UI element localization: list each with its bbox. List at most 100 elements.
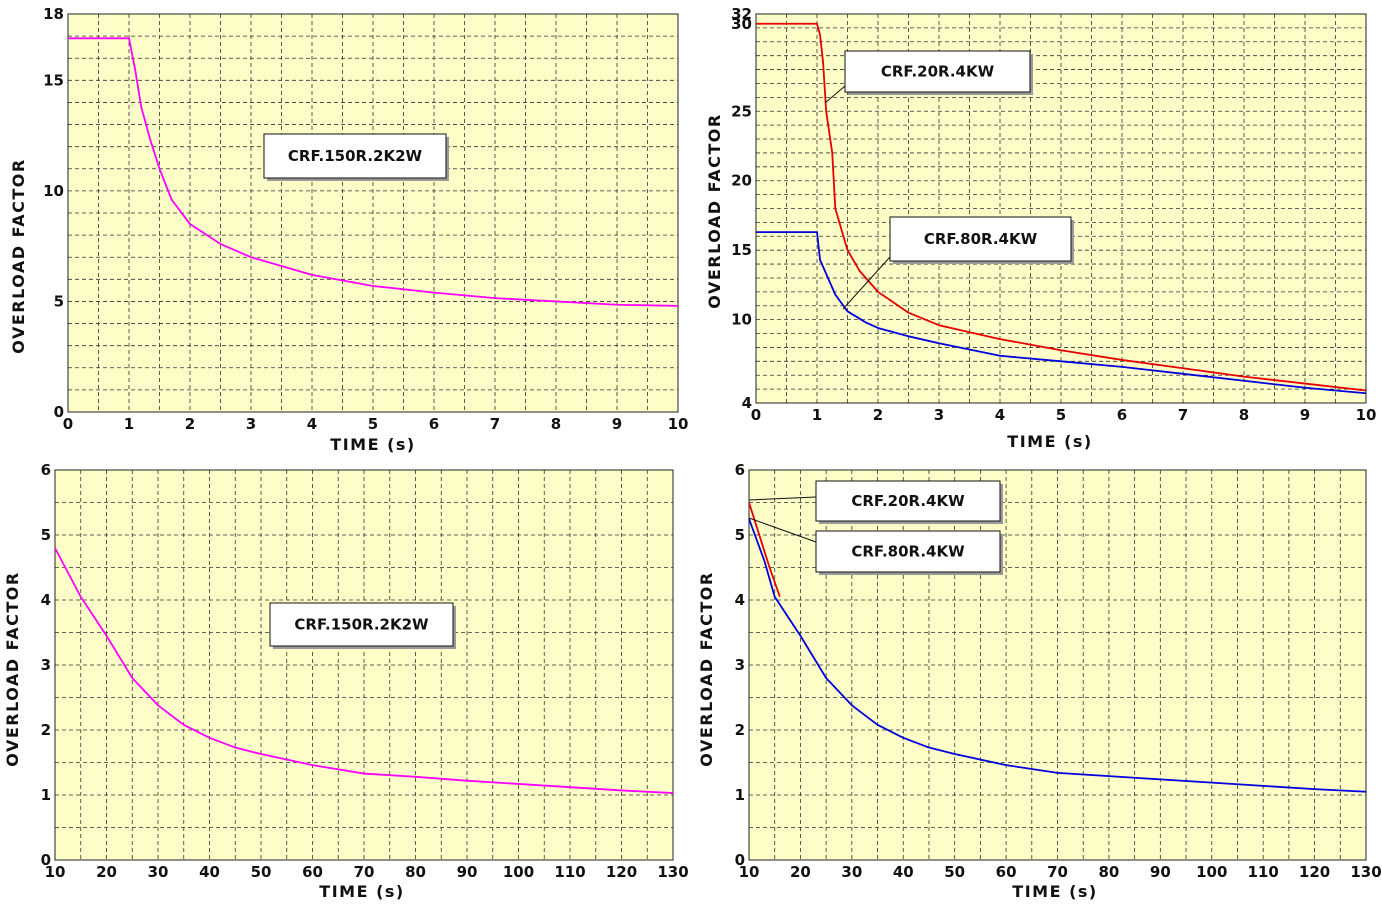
- x-tick-label: 10: [1356, 406, 1377, 424]
- x-tick-label: 30: [841, 863, 862, 881]
- x-axis-title: TIME (s): [1012, 882, 1097, 901]
- plot-frame: [67, 13, 679, 413]
- annotation-box: [815, 480, 1001, 522]
- y-tick-label: 18: [43, 5, 64, 23]
- x-tick-label: 8: [551, 415, 561, 433]
- annotation-box: [263, 133, 447, 179]
- plot-frame: [755, 13, 1367, 404]
- y-tick-label: 25: [731, 102, 752, 120]
- x-tick-label: 40: [199, 863, 220, 881]
- x-tick-label: 0: [63, 415, 73, 433]
- y-tick-label: 30: [731, 15, 752, 33]
- annotation-label: CRF.150R.2K2W: [288, 147, 423, 165]
- annotation-label: CRF.80R.4KW: [851, 543, 965, 561]
- annotation-label: CRF.20R.4KW: [851, 492, 965, 510]
- annotation-label: CRF.150R.2K2W: [294, 616, 429, 634]
- series-line-crf-80r-4kw: [748, 518, 1367, 793]
- annotation-box: [889, 216, 1072, 262]
- plot-frame: [748, 469, 1367, 861]
- x-tick-label: 10: [739, 863, 760, 881]
- y-tick-label: 32: [731, 5, 752, 23]
- y-tick-label: 3: [735, 656, 745, 674]
- chart-3: 10 20 30 40 50 60 70 80 90 100 110 120 130 0 1 2 3 4 5 6 TIM…: [3, 461, 689, 901]
- x-tick-label: 80: [1098, 863, 1119, 881]
- x-tick-label: 10: [668, 415, 689, 433]
- y-tick-label: 3: [41, 656, 51, 674]
- x-tick-label: 110: [1248, 863, 1279, 881]
- y-tick-label: 2: [735, 721, 745, 739]
- x-tick-label: 60: [302, 863, 323, 881]
- annotation-leader: [824, 85, 846, 104]
- chart-1: 0 1 2 3 4 5 6 7 8 9 10 0 5 10 15 18 TIME (s) OVERLOAD FAC…: [9, 5, 688, 454]
- annotation-leader: [748, 496, 817, 501]
- x-tick-label: 10: [45, 863, 66, 881]
- y-axis-title: OVERLOAD FACTOR: [3, 571, 22, 766]
- series-line-crf-150r-2k2w: [68, 37, 679, 307]
- x-tick-label: 8: [1239, 406, 1249, 424]
- x-tick-label: 9: [612, 415, 622, 433]
- annotation-label: CRF.80R.4KW: [924, 230, 1038, 248]
- x-tick-label: 100: [1196, 863, 1227, 881]
- annotation-leader: [842, 256, 891, 310]
- x-tick-label: 5: [368, 415, 378, 433]
- x-tick-label: 20: [790, 863, 811, 881]
- y-tick-label: 0: [41, 851, 51, 869]
- x-tick-label: 60: [996, 863, 1017, 881]
- y-tick-label: 6: [41, 461, 51, 479]
- annotation-box: [844, 50, 1031, 93]
- x-tick-label: 6: [429, 415, 439, 433]
- x-tick-label: 50: [944, 863, 965, 881]
- y-axis-title: OVERLOAD FACTOR: [697, 571, 716, 766]
- x-tick-label: 9: [1300, 406, 1310, 424]
- x-tick-label: 70: [1047, 863, 1068, 881]
- grid: [68, 14, 678, 412]
- y-tick-label: 4: [41, 591, 51, 609]
- series-line-crf-20r-4kw: [756, 22, 1367, 392]
- x-tick-label: 40: [893, 863, 914, 881]
- annotation-box: [269, 602, 454, 647]
- plot-frame: [54, 469, 674, 861]
- y-tick-label: 6: [735, 461, 745, 479]
- x-axis-title: TIME (s): [1007, 432, 1092, 451]
- y-tick-label: 1: [41, 786, 51, 804]
- x-tick-label: 30: [148, 863, 169, 881]
- x-axis-title: TIME (s): [319, 882, 404, 901]
- x-tick-label: 7: [490, 415, 500, 433]
- annotation-leader: [748, 517, 817, 543]
- x-tick-label: 7: [1178, 406, 1188, 424]
- series-line-crf-80r-4kw: [756, 231, 1367, 395]
- x-tick-label: 120: [1299, 863, 1330, 881]
- x-tick-label: 120: [606, 863, 637, 881]
- y-tick-label: 5: [735, 526, 745, 544]
- y-tick-label: 2: [41, 721, 51, 739]
- x-tick-label: 0: [751, 406, 761, 424]
- x-tick-label: 2: [873, 406, 883, 424]
- chart-4: 10 20 30 40 50 60 70 80 90 100 110 120 130 0 1 2 3 4 5 6 TIM…: [697, 461, 1382, 901]
- x-tick-label: 90: [457, 863, 478, 881]
- x-tick-label: 2: [185, 415, 195, 433]
- y-tick-label: 10: [43, 182, 64, 200]
- y-tick-label: 1: [735, 786, 745, 804]
- y-axis-title: OVERLOAD FACTOR: [705, 113, 724, 308]
- x-tick-label: 100: [503, 863, 534, 881]
- y-tick-label: 4: [742, 394, 752, 412]
- y-tick-label: 0: [54, 403, 64, 421]
- x-tick-label: 1: [124, 415, 134, 433]
- y-tick-label: 0: [735, 851, 745, 869]
- x-tick-label: 4: [307, 415, 317, 433]
- annotation-box: [815, 530, 1001, 573]
- x-tick-label: 130: [1350, 863, 1381, 881]
- x-tick-label: 5: [1056, 406, 1066, 424]
- annotation-label: CRF.20R.4KW: [881, 63, 995, 81]
- x-tick-label: 20: [96, 863, 117, 881]
- y-tick-label: 10: [731, 311, 752, 329]
- x-tick-label: 3: [246, 415, 256, 433]
- y-axis-title: OVERLOAD FACTOR: [9, 158, 28, 353]
- x-tick-label: 90: [1150, 863, 1171, 881]
- series-line-crf-150r-2k2w: [54, 547, 674, 794]
- series-line-crf-20r-4kw: [748, 502, 781, 598]
- x-tick-label: 80: [405, 863, 426, 881]
- x-tick-label: 130: [657, 863, 688, 881]
